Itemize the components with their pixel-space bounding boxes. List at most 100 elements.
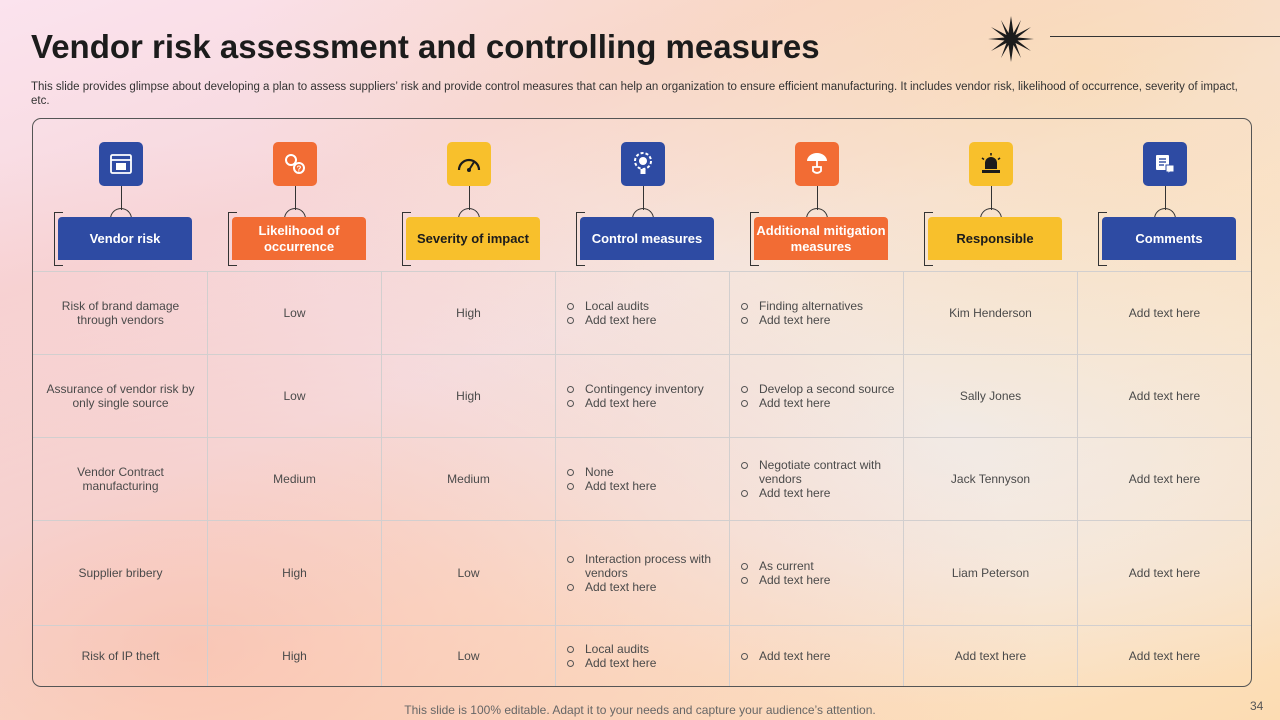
cell-text: High <box>456 389 481 403</box>
list-item: Add text here <box>740 313 863 327</box>
bracket-decoration <box>576 212 585 266</box>
cell-text: Kim Henderson <box>949 306 1032 320</box>
bullet-list: As current Add text here <box>740 559 830 587</box>
table-cell-mitigation: Finding alternatives Add text here <box>730 272 903 354</box>
connector-line <box>643 186 644 210</box>
bullet-list: Local audits Add text here <box>566 642 656 670</box>
column-divider <box>207 271 208 686</box>
cell-text: High <box>282 649 307 663</box>
column-divider <box>729 271 730 686</box>
footer-note: This slide is 100% editable. Adapt it to… <box>404 703 876 717</box>
decorative-line <box>1050 36 1280 37</box>
list-item: Local audits <box>566 642 656 656</box>
table-cell-mitigation: Develop a second source Add text here <box>730 355 903 437</box>
cell-text: Vendor Contract manufacturing <box>77 465 164 493</box>
connector-line <box>1165 186 1166 210</box>
bullet-list: Finding alternatives Add text here <box>740 299 863 327</box>
table-frame <box>32 118 1252 687</box>
table-cell-severity: Low <box>382 521 555 625</box>
table-cell-responsible: Jack Tennyson <box>904 438 1077 520</box>
list-item: Add text here <box>740 573 830 587</box>
bracket-decoration <box>750 212 759 266</box>
cell-text: High <box>282 566 307 580</box>
table-cell-likelihood: Low <box>208 355 381 437</box>
table-cell-control: None Add text here <box>556 438 729 520</box>
list-item: As current <box>740 559 830 573</box>
bracket-decoration <box>402 212 411 266</box>
table-cell-control: Local audits Add text here <box>556 626 729 686</box>
bullet-list: Develop a second source Add text here <box>740 382 894 410</box>
column-header: Control measures <box>556 142 730 268</box>
cell-text: Medium <box>447 472 490 486</box>
gears-question-icon: ? <box>273 142 317 186</box>
table-cell-comments: Add text here <box>1078 438 1251 520</box>
list-item: Add text here <box>566 396 704 410</box>
cell-text: Low <box>283 306 306 320</box>
page-number: 34 <box>1250 699 1264 713</box>
cell-text: Low <box>457 566 480 580</box>
bracket-decoration <box>924 212 933 266</box>
browser-window-icon <box>99 142 143 186</box>
list-item: Negotiate contract with vendors <box>740 458 897 486</box>
bracket-decoration <box>54 212 63 266</box>
cell-text: Add text here <box>1128 566 1201 580</box>
table-cell-risk: Supplier bribery <box>34 521 207 625</box>
cell-text: Supplier bribery <box>78 566 163 580</box>
alarm-siren-icon <box>969 142 1013 186</box>
svg-text:?: ? <box>297 165 302 174</box>
connector-line <box>121 186 122 210</box>
list-item: Add text here <box>566 479 656 493</box>
table-cell-responsible: Kim Henderson <box>904 272 1077 354</box>
cell-text: Low <box>283 389 306 403</box>
column-header: Responsible <box>904 142 1078 268</box>
table-cell-severity: High <box>382 355 555 437</box>
list-item: Finding alternatives <box>740 299 863 313</box>
table-cell-severity: Low <box>382 626 555 686</box>
cell-text: Sally Jones <box>959 389 1022 403</box>
table-cell-control: Local audits Add text here <box>556 272 729 354</box>
list-item: Add text here <box>740 649 830 663</box>
column-header-label: Additional mitigation measures <box>754 217 888 260</box>
row-divider <box>33 625 1251 626</box>
table-cell-severity: High <box>382 272 555 354</box>
cell-text: Risk of brand damage through vendors <box>61 299 180 327</box>
column-header: Additional mitigation measures <box>730 142 904 268</box>
bracket-decoration <box>228 212 237 266</box>
row-divider <box>33 520 1251 521</box>
column-header-label: Vendor risk <box>58 217 192 260</box>
table-cell-risk: Risk of brand damage through vendors <box>34 272 207 354</box>
cell-text: Add text here <box>1128 389 1201 403</box>
cell-text: High <box>456 306 481 320</box>
list-item: Add text here <box>566 313 656 327</box>
cell-text: Add text here <box>1128 649 1201 663</box>
umbrella-shield-icon <box>795 142 839 186</box>
column-divider <box>555 271 556 686</box>
column-header: Severity of impact <box>382 142 556 268</box>
bullet-list: Interaction process with vendors Add text… <box>566 552 723 594</box>
table-cell-mitigation: Negotiate contract with vendors Add text … <box>730 438 903 520</box>
column-header-label: Responsible <box>928 217 1062 260</box>
column-divider <box>903 271 904 686</box>
table-cell-risk: Vendor Contract manufacturing <box>34 438 207 520</box>
table-cell-likelihood: Medium <box>208 438 381 520</box>
column-header: ? Likelihood of occurrence <box>208 142 382 268</box>
list-item: Add text here <box>740 486 897 500</box>
table-cell-risk: Assurance of vendor risk by only single … <box>34 355 207 437</box>
cell-text: Medium <box>273 472 316 486</box>
list-item: Contingency inventory <box>566 382 704 396</box>
cell-text: Add text here <box>1128 306 1201 320</box>
list-item: Develop a second source <box>740 382 894 396</box>
cell-text: Add text here <box>954 649 1027 663</box>
column-divider <box>381 271 382 686</box>
list-item: None <box>566 465 656 479</box>
list-item: Add text here <box>566 656 656 670</box>
column-divider <box>1077 271 1078 686</box>
list-item: Add text here <box>566 580 723 594</box>
column-header-label: Comments <box>1102 217 1236 260</box>
column-header-label: Severity of impact <box>406 217 540 260</box>
column-header: Vendor risk <box>34 142 208 268</box>
bullet-list: None Add text here <box>566 465 656 493</box>
cell-text: Add text here <box>1128 472 1201 486</box>
table-cell-likelihood: Low <box>208 272 381 354</box>
